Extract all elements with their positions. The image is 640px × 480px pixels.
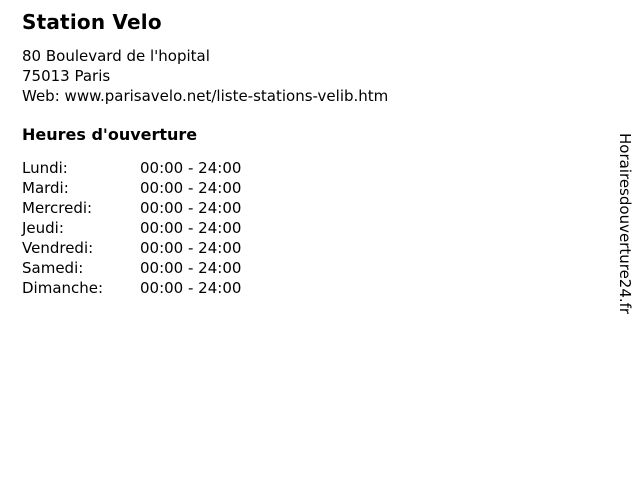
hours-row: Mercredi: 00:00 - 24:00 [22, 198, 388, 218]
hours-row: Vendredi: 00:00 - 24:00 [22, 238, 388, 258]
hours-row: Dimanche: 00:00 - 24:00 [22, 278, 388, 298]
hours-row: Samedi: 00:00 - 24:00 [22, 258, 388, 278]
hours-row: Lundi: 00:00 - 24:00 [22, 158, 388, 178]
time-value: 00:00 - 24:00 [140, 159, 242, 177]
web-label: Web: [22, 87, 60, 105]
address-block: 80 Boulevard de l'hopital 75013 Paris We… [22, 46, 388, 106]
time-value: 00:00 - 24:00 [140, 259, 242, 277]
hours-row: Jeudi: 00:00 - 24:00 [22, 218, 388, 238]
time-value: 00:00 - 24:00 [140, 179, 242, 197]
page-title: Station Velo [22, 10, 162, 34]
site-watermark-vertical: Horairesdouverture24.fr [616, 133, 634, 315]
day-label: Jeudi: [22, 219, 64, 237]
time-value: 00:00 - 24:00 [140, 219, 242, 237]
main-content: Station Velo 80 Boulevard de l'hopital 7… [22, 10, 388, 298]
time-value: 00:00 - 24:00 [140, 199, 242, 217]
day-label: Samedi: [22, 259, 84, 277]
opening-hours-heading: Heures d'ouverture [22, 125, 198, 144]
time-value: 00:00 - 24:00 [140, 279, 242, 297]
opening-hours-table: Lundi: 00:00 - 24:00 Mardi: 00:00 - 24:0… [22, 158, 388, 298]
day-label: Mardi: [22, 179, 69, 197]
address-line2: 75013 Paris [22, 67, 111, 85]
day-label: Mercredi: [22, 199, 93, 217]
day-label: Lundi: [22, 159, 68, 177]
website-link[interactable]: www.parisavelo.net/liste-stations-velib.… [64, 87, 389, 105]
web-line: Web: www.parisavelo.net/liste-stations-v… [22, 86, 388, 106]
hours-row: Mardi: 00:00 - 24:00 [22, 178, 388, 198]
address-line1: 80 Boulevard de l'hopital [22, 47, 210, 65]
day-label: Dimanche: [22, 279, 104, 297]
day-label: Vendredi: [22, 239, 94, 257]
time-value: 00:00 - 24:00 [140, 239, 242, 257]
